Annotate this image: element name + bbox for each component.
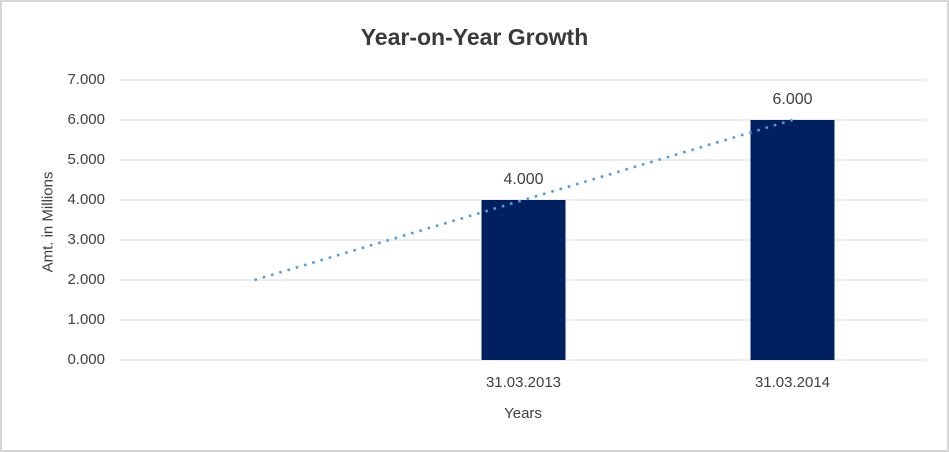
y-tick-label: 0.000 [67,351,105,368]
bar-31.03.2013 [481,200,566,360]
y-tick-label: 3.000 [67,231,105,248]
y-tick-label: 7.000 [67,71,105,88]
y-tick-label: 1.000 [67,311,105,328]
y-tick-label: 2.000 [67,271,105,288]
x-axis-title: Years [504,405,542,422]
y-tick-label: 4.000 [67,191,105,208]
x-tick-label: 31.03.2013 [485,374,562,391]
x-tick-label: 31.03.2014 [754,374,831,391]
chart-title: Year-on-Year Growth [360,24,589,50]
data-label: 6.000 [772,91,813,108]
bar-31.03.2014 [750,120,835,360]
data-label: 4.000 [503,171,544,188]
y-tick-label: 5.000 [67,151,105,168]
y-tick-label: 6.000 [67,111,105,128]
